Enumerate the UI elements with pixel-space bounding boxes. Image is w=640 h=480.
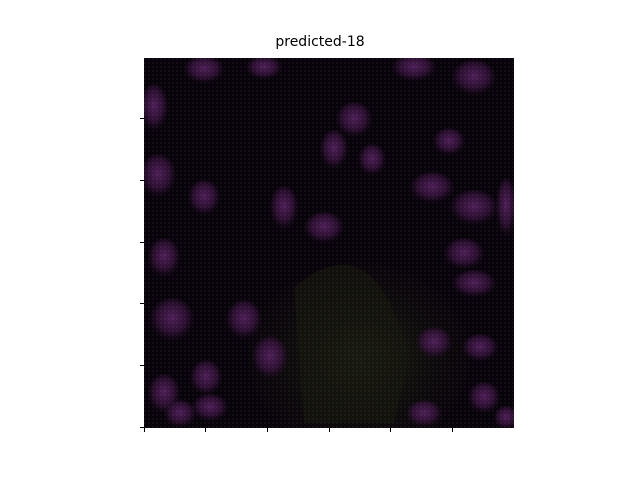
x-tick [267,428,268,432]
x-tick [452,428,453,432]
x-tick [205,428,206,432]
x-tick [390,428,391,432]
plot-title: predicted-18 [275,34,365,50]
predicted-image [144,58,514,428]
pixel-texture [144,58,514,428]
x-tick [144,428,145,432]
image-axes [144,58,514,428]
x-tick [329,428,330,432]
